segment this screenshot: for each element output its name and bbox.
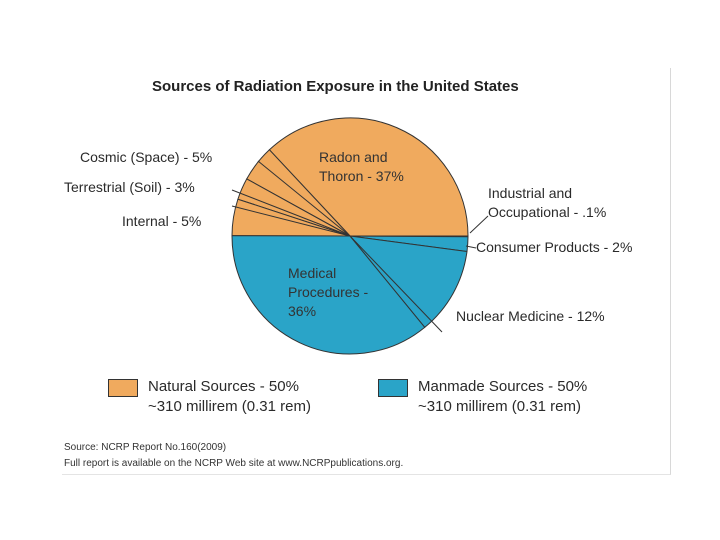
leader-consumer bbox=[465, 245, 477, 249]
legend-manmade-line2: ~310 millirem (0.31 rem) bbox=[418, 398, 581, 415]
label-medical: Medical Procedures - 36% bbox=[288, 265, 369, 319]
label-internal: Internal - 5% bbox=[122, 213, 202, 229]
pie-slice-radon-and-thoron bbox=[268, 117, 469, 237]
label-nuclear-medicine: Nuclear Medicine - 12% bbox=[456, 308, 605, 324]
leader-internal bbox=[231, 205, 351, 237]
leader-industrial bbox=[469, 215, 489, 234]
source-url-note: Full report is available on the NCRP Web… bbox=[64, 458, 404, 469]
legend-natural: Natural Sources - 50% ~310 millirem (0.3… bbox=[108, 377, 311, 417]
legend-swatch-natural bbox=[108, 379, 138, 397]
label-consumer: Consumer Products - 2% bbox=[476, 239, 633, 255]
legend-swatch-manmade bbox=[378, 379, 408, 397]
legend-manmade-line1: Manmade Sources - 50% bbox=[418, 378, 588, 395]
chart-title: Sources of Radiation Exposure in the Uni… bbox=[152, 78, 519, 95]
label-industrial: Industrial and Occupational - .1% bbox=[488, 185, 607, 220]
legend-manmade: Manmade Sources - 50% ~310 millirem (0.3… bbox=[378, 377, 587, 417]
pie-slice-nuclear-medicine bbox=[348, 235, 468, 329]
leader-nuclear-medicine bbox=[349, 235, 443, 333]
label-terrestrial: Terrestrial (Soil) - 3% bbox=[64, 179, 195, 195]
chart-card: Sources of Radiation Exposure in the Uni… bbox=[62, 68, 671, 475]
source-citation: Source: NCRP Report No.160(2009) bbox=[64, 442, 227, 453]
label-cosmic: Cosmic (Space) - 5% bbox=[80, 149, 213, 165]
legend-natural-line1: Natural Sources - 50% bbox=[148, 378, 299, 395]
leader-cosmic bbox=[257, 160, 351, 237]
pie-chart bbox=[231, 117, 489, 355]
legend-natural-line2: ~310 millirem (0.31 rem) bbox=[148, 398, 311, 415]
label-radon: Radon and Thoron - 37% bbox=[319, 149, 404, 184]
leader-terrestrial bbox=[231, 189, 351, 237]
pie-slice-medical-procedures bbox=[231, 235, 426, 355]
